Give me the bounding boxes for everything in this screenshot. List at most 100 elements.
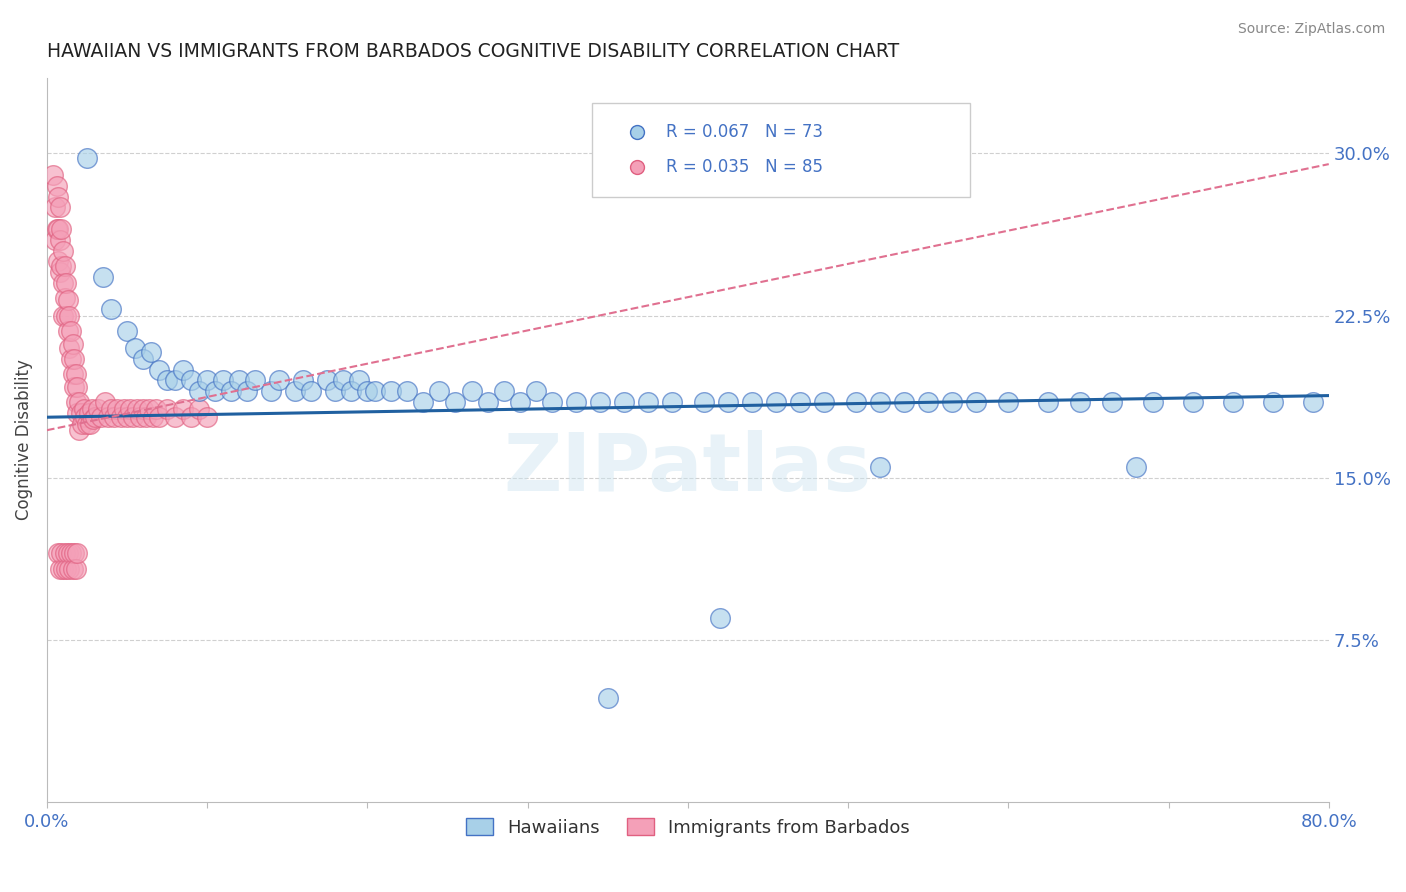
Point xyxy=(75,410,97,425)
Point xyxy=(48,561,70,575)
Point xyxy=(97,410,120,425)
Point xyxy=(62,561,84,575)
Point xyxy=(70,417,93,431)
Point xyxy=(997,395,1019,409)
Point xyxy=(55,309,77,323)
Point xyxy=(1302,395,1324,409)
Point xyxy=(58,561,80,575)
Point xyxy=(63,351,86,366)
Point xyxy=(148,410,170,425)
Point xyxy=(103,410,125,425)
Point xyxy=(76,151,98,165)
Point xyxy=(135,410,157,425)
Point xyxy=(156,374,179,388)
Point xyxy=(66,380,89,394)
Point xyxy=(48,265,70,279)
Point xyxy=(492,384,515,399)
Point xyxy=(110,410,132,425)
Point xyxy=(148,362,170,376)
Point xyxy=(1261,395,1284,409)
Point xyxy=(58,341,80,355)
Point xyxy=(120,401,142,416)
Point xyxy=(637,395,659,409)
Text: Source: ZipAtlas.com: Source: ZipAtlas.com xyxy=(1237,22,1385,37)
Point xyxy=(63,380,86,394)
Point xyxy=(429,384,451,399)
Point xyxy=(51,547,73,561)
Point xyxy=(138,401,160,416)
Point xyxy=(540,395,562,409)
Point xyxy=(53,291,76,305)
Point xyxy=(204,384,226,399)
Text: R = 0.035   N = 85: R = 0.035 N = 85 xyxy=(666,158,823,176)
Point xyxy=(82,412,104,426)
Point xyxy=(51,259,73,273)
Point xyxy=(172,401,194,416)
Point xyxy=(128,410,150,425)
Point xyxy=(62,336,84,351)
Point xyxy=(613,395,636,409)
Point xyxy=(69,406,91,420)
Point xyxy=(661,395,683,409)
Point xyxy=(589,395,612,409)
Point xyxy=(893,395,915,409)
Point xyxy=(188,401,211,416)
Point xyxy=(73,401,96,416)
Legend: Hawaiians, Immigrants from Barbados: Hawaiians, Immigrants from Barbados xyxy=(458,811,917,844)
Point xyxy=(412,395,434,409)
Point xyxy=(46,254,69,268)
Point xyxy=(67,395,90,409)
Point xyxy=(236,384,259,399)
Point xyxy=(122,410,145,425)
Point xyxy=(212,374,235,388)
Point xyxy=(51,222,73,236)
Point xyxy=(52,309,75,323)
Point xyxy=(80,401,103,416)
Point xyxy=(596,691,619,706)
Point xyxy=(65,367,87,381)
Point xyxy=(55,561,77,575)
Point xyxy=(1222,395,1244,409)
Point xyxy=(66,547,89,561)
Point xyxy=(52,244,75,258)
Point xyxy=(509,395,531,409)
Point xyxy=(323,384,346,399)
Point xyxy=(813,395,835,409)
Point xyxy=(42,168,65,182)
Point xyxy=(44,233,66,247)
Point xyxy=(59,324,82,338)
Text: HAWAIIAN VS IMMIGRANTS FROM BARBADOS COGNITIVE DISABILITY CORRELATION CHART: HAWAIIAN VS IMMIGRANTS FROM BARBADOS COG… xyxy=(46,42,900,61)
Point xyxy=(245,374,267,388)
Point xyxy=(46,189,69,203)
Point xyxy=(524,384,547,399)
Point xyxy=(156,401,179,416)
Point xyxy=(132,401,155,416)
Point xyxy=(941,395,963,409)
Point xyxy=(172,362,194,376)
Point xyxy=(869,460,891,475)
Point xyxy=(44,200,66,214)
Point xyxy=(100,301,122,316)
Point xyxy=(142,410,165,425)
Point xyxy=(789,395,811,409)
Point xyxy=(56,547,79,561)
Point xyxy=(460,384,482,399)
Point xyxy=(139,345,162,359)
Point xyxy=(132,351,155,366)
Point xyxy=(180,410,202,425)
Point xyxy=(124,341,146,355)
Point xyxy=(349,374,371,388)
Point xyxy=(53,259,76,273)
Point xyxy=(165,374,187,388)
Point xyxy=(45,222,67,236)
Point xyxy=(65,561,87,575)
Point xyxy=(1101,395,1123,409)
Point xyxy=(380,384,402,399)
Point xyxy=(115,324,138,338)
Point xyxy=(1069,395,1091,409)
Point xyxy=(115,410,138,425)
Point xyxy=(93,395,115,409)
Point xyxy=(869,395,891,409)
Point xyxy=(53,547,76,561)
Point xyxy=(59,351,82,366)
